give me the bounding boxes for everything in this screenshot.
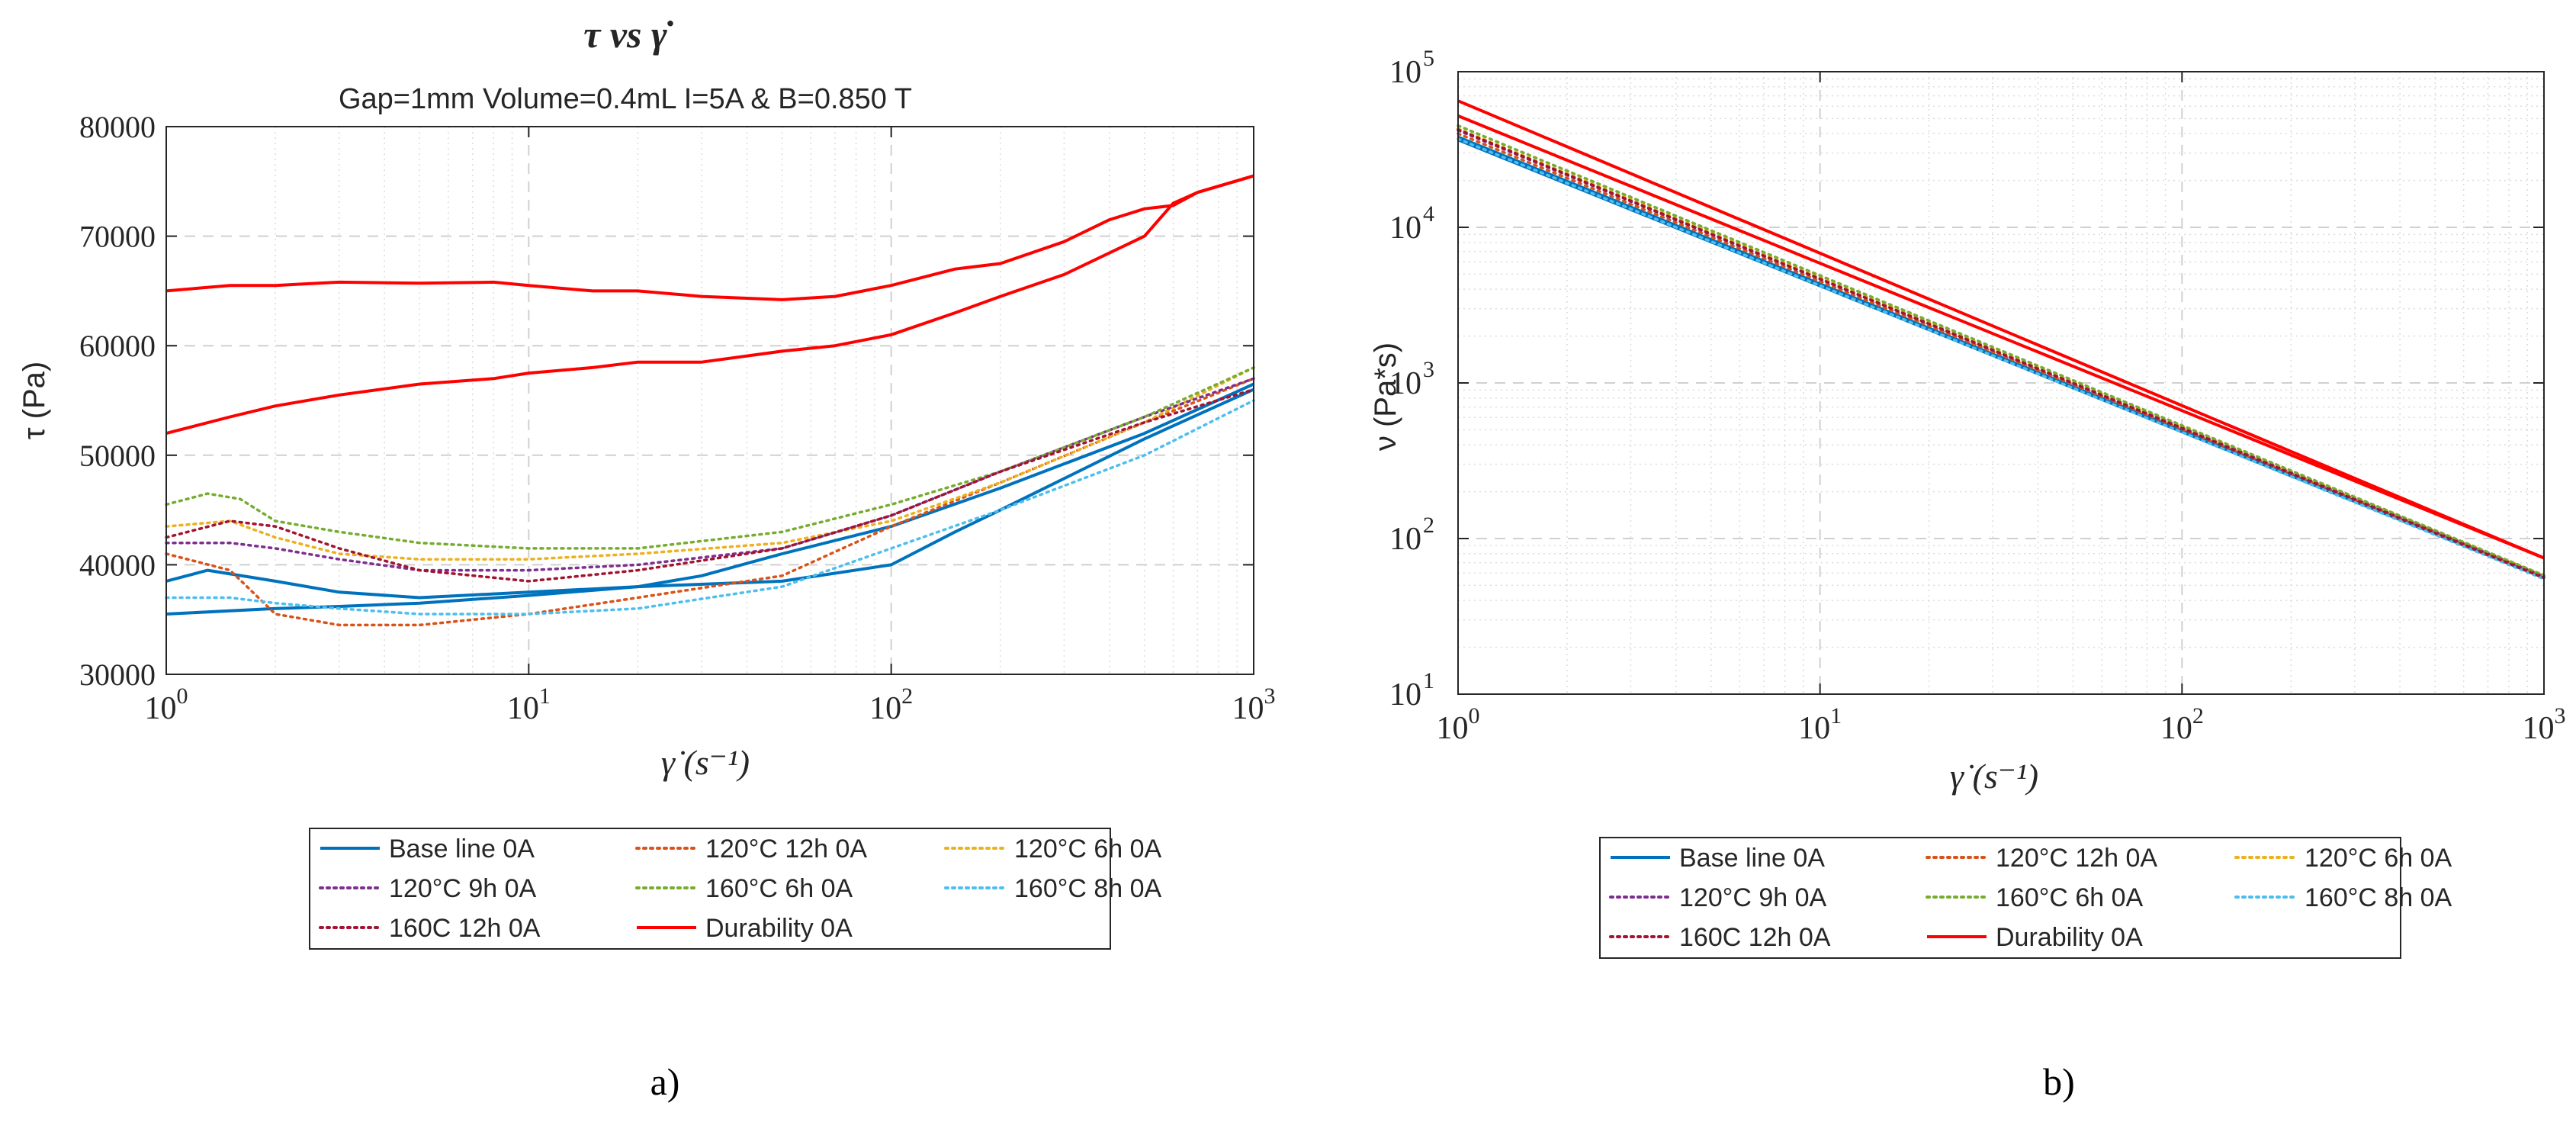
legend-label: Durability 0A [705,914,853,943]
y-tick-exponent: 2 [1423,513,1434,538]
y-tick-label: 50000 [79,439,156,473]
caption-b: b) [2043,1060,2075,1103]
y-tick-label: 60000 [79,329,156,363]
chart-a-title: τ vs γ̇ [583,13,673,56]
x-tick-exponent: 3 [1264,683,1276,709]
chart-b-x-axis-label: γ̇ (s⁻¹) [1950,757,2038,796]
x-tick-label: 103 [1232,683,1276,726]
x-tick-exponent: 1 [539,683,551,709]
legend-label: 120°C 9h 0A [389,874,536,903]
y-tick-exponent: 3 [1423,357,1434,382]
x-tick-exponent: 0 [1469,703,1480,728]
legend-label: 160C 12h 0A [389,914,541,943]
y-tick-label: 10 [1389,522,1421,557]
x-tick-exponent: 1 [1830,703,1842,728]
series-line [1457,99,2545,560]
series-line [1457,114,2545,560]
series-line [1457,132,2545,578]
legend-label: 160°C 6h 0A [1996,883,2143,912]
y-tick-exponent: 4 [1423,201,1434,227]
y-tick-label: 10 [1389,55,1421,90]
y-tick-exponent: 5 [1423,46,1434,71]
series-line [165,399,1255,616]
y-tick-label: 10 [1389,677,1421,712]
caption-a: a) [650,1060,680,1103]
x-tick-label: 103 [2523,703,2566,746]
legend-label: 160°C 6h 0A [705,874,853,903]
x-tick-label: 101 [1798,703,1842,746]
panel-a: τ vs γ̇ Gap=1mm Volume=0.4mL I=5A & B=0.… [18,13,1276,782]
chart-b-series-group [1457,99,2545,580]
legend-label: Base line 0A [389,835,535,863]
y-tick-label: 70000 [79,220,156,254]
chart-a-y-axis-label: τ (Pa) [18,362,51,439]
legend-label: 160°C 8h 0A [1014,874,1161,903]
series-line [165,388,1255,583]
legend-label: 120°C 6h 0A [1014,835,1161,863]
series-line [1457,128,2545,580]
chart-a-axes-box [165,126,1254,675]
series-line [1457,137,2545,580]
legend-label: Durability 0A [1996,923,2143,952]
series-line [165,174,1254,301]
series-line [1457,129,2545,578]
legend-label: 120°C 12h 0A [1996,844,2157,873]
x-tick-label: 101 [507,683,551,726]
x-tick-exponent: 2 [901,683,913,709]
chart-a-x-axis-label: γ̇ (s⁻¹) [661,743,750,782]
chart-a-series-group [165,174,1255,627]
legend-a: Base line 0A 120°C 12h 0A 120°C 6h 0A 120°C… [309,828,1161,950]
series-line [165,377,1255,572]
x-tick-exponent: 2 [2192,703,2204,728]
x-tick-exponent: 0 [177,683,188,709]
chart-a-ticks: 100 101 102 1033000040000500006000070000800… [79,110,1276,726]
y-tick-label: 10 [1389,366,1421,401]
series-line [1457,127,2545,577]
legend-label: Base line 0A [1679,844,1825,873]
chart-a-plot-area [166,127,1254,674]
y-tick-exponent: 1 [1423,668,1434,693]
legend-label: 160°C 8h 0A [2305,883,2452,912]
series-line [165,377,1255,627]
legend-b: Base line 0A 120°C 12h 0A 120°C 6h 0A 120°C… [1599,837,2452,959]
legend-label: 120°C 6h 0A [2305,844,2452,873]
legend-box [1599,837,2401,959]
legend-label: 120°C 12h 0A [705,835,867,863]
series-line [165,366,1255,561]
legend-label: 160C 12h 0A [1679,923,1831,952]
series-line [165,382,1254,616]
chart-b-y-axis-label: ν (Pa*s) [1369,342,1402,451]
y-tick-label: 10 [1389,211,1421,246]
chart-a-subtitle: Gap=1mm Volume=0.4mL I=5A & B=0.850 T [339,83,912,115]
y-tick-label: 40000 [79,548,156,582]
x-tick-exponent: 3 [2555,703,2566,728]
series-line [165,174,1254,436]
legend-box [309,828,1111,950]
legend-label: 120°C 9h 0A [1679,883,1826,912]
y-tick-label: 80000 [79,110,156,144]
y-tick-label: 30000 [79,658,156,692]
